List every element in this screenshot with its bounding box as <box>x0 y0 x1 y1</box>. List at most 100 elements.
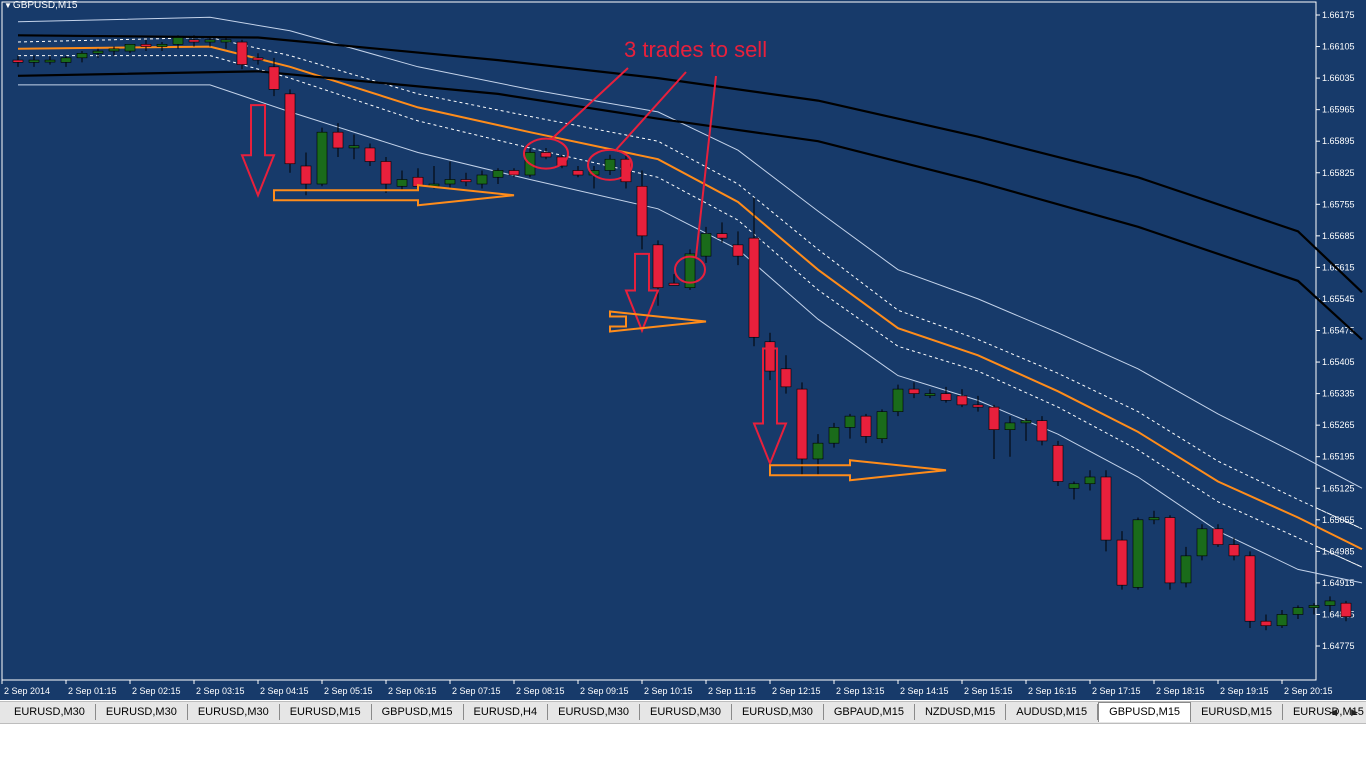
bear-candle <box>636 185 648 237</box>
bull-candle <box>700 233 712 257</box>
inner-lower-band-line <box>18 55 1363 568</box>
y-tick-label: 1.65965 <box>1322 105 1355 115</box>
bear-candle <box>1212 528 1224 545</box>
tab-eurusd-m30[interactable]: EURUSD,M30 <box>4 704 96 720</box>
y-tick-label: 1.65615 <box>1322 262 1355 272</box>
y-tick-label: 1.65755 <box>1322 199 1355 209</box>
bull-candle <box>60 57 72 63</box>
bull-candle <box>44 59 56 63</box>
bull-candle <box>124 43 136 52</box>
bear-candle <box>1164 517 1176 584</box>
tab-scroll-controls: ◀ ▶ <box>1330 704 1358 720</box>
bull-candle <box>1148 517 1160 521</box>
x-tick-label: 2 Sep 15:15 <box>964 686 1013 696</box>
bear-candle <box>780 368 792 388</box>
trade-marker-circle <box>674 255 706 284</box>
bull-candle <box>812 442 824 460</box>
bear-candle <box>556 156 568 167</box>
tab-gbpusd-m15[interactable]: GBPUSD,M15 <box>372 704 464 720</box>
bear-candle <box>940 393 952 401</box>
tab-eurusd-m30[interactable]: EURUSD,M30 <box>96 704 188 720</box>
bull-candle <box>876 411 888 439</box>
x-tick-label: 2 Sep 03:15 <box>196 686 245 696</box>
tab-eurusd-m30[interactable]: EURUSD,M30 <box>188 704 280 720</box>
trade-marker-circle <box>523 137 569 170</box>
tab-eurusd-m15[interactable]: EURUSD,M15 <box>280 704 372 720</box>
bear-candle <box>572 170 584 176</box>
bull-candle <box>1132 519 1144 588</box>
y-tick-label: 1.64775 <box>1322 641 1355 651</box>
plot-frame <box>1 1 1317 681</box>
flat-arrow <box>609 310 707 333</box>
annotation-pointer-line <box>615 71 687 151</box>
outer-lower-band-line <box>18 84 1363 584</box>
inner-upper-band-line <box>17 36 1363 530</box>
y-tick-label: 1.65825 <box>1322 168 1355 178</box>
bear-candle <box>12 59 24 63</box>
tab-eurusd-m15[interactable]: EURUSD,M15 <box>1191 704 1283 720</box>
bear-candle <box>748 237 760 338</box>
bear-candle <box>332 131 344 149</box>
bull-candle <box>1004 422 1016 430</box>
y-tick-label: 1.65195 <box>1322 452 1355 462</box>
tab-audusd-m15[interactable]: AUDUSD,M15 <box>1006 704 1099 720</box>
x-tick-label: 2 Sep 17:15 <box>1092 686 1141 696</box>
sell-arrow <box>624 252 660 334</box>
tab-gbpusd-m15[interactable]: GBPUSD,M15 <box>1098 702 1192 722</box>
bear-candle <box>508 170 520 176</box>
tab-gbpaud-m15[interactable]: GBPAUD,M15 <box>824 704 915 720</box>
chart-symbol-label: GBPUSD,M15 <box>12 0 78 11</box>
bear-candle <box>652 244 664 288</box>
tab-eurusd-h4[interactable]: EURUSD,H4 <box>464 704 549 720</box>
annotation-pointer-line <box>551 67 629 140</box>
chart-window[interactable]: 1.66175 1.66105 1.66035 1.65965 1.65895 1.658… <box>0 0 1366 700</box>
bear-candle <box>1340 602 1352 618</box>
x-tick-label: 2 Sep 02:15 <box>132 686 181 696</box>
x-tick-label: 2 Sep 07:15 <box>452 686 501 696</box>
outer-upper-band-line <box>17 16 1363 489</box>
bear-candle <box>1116 539 1128 586</box>
empty-area <box>0 724 1366 768</box>
y-tick-label: 1.66035 <box>1322 73 1355 83</box>
bull-candle <box>76 53 88 59</box>
tab-eurusd-m15[interactable]: EURUSD,M15 <box>1283 704 1366 720</box>
bear-candle <box>668 282 680 286</box>
bear-candle <box>252 57 264 61</box>
price-chart[interactable]: 1.66175 1.66105 1.66035 1.65965 1.65895 1.658… <box>0 0 1366 700</box>
bull-candle <box>1308 605 1320 608</box>
tab-nzdusd-m15[interactable]: NZDUSD,M15 <box>915 704 1007 720</box>
bear-candle <box>1228 544 1240 557</box>
chart-tab-bar: EURUSD,M30 EURUSD,M30 EURUSD,M30 EURUSD,M15… <box>0 701 1366 724</box>
y-tick-label: 1.65545 <box>1322 294 1355 304</box>
y-tick-label: 1.66175 <box>1322 10 1355 20</box>
x-tick-label: 2 Sep 19:15 <box>1220 686 1269 696</box>
bull-candle <box>844 415 856 428</box>
bear-candle <box>1052 445 1064 482</box>
triangle-down-icon[interactable]: ▼ <box>4 1 12 10</box>
x-tick-label: 2 Sep 16:15 <box>1028 686 1077 696</box>
triangle-left-icon[interactable]: ◀ <box>1330 707 1338 717</box>
x-tick-label: 2 Sep 08:15 <box>516 686 565 696</box>
bear-candle <box>140 43 152 47</box>
bull-candle <box>172 37 184 45</box>
bull-candle <box>1196 528 1208 557</box>
tab-eurusd-m30[interactable]: EURUSD,M30 <box>732 704 824 720</box>
bear-candle <box>764 341 776 372</box>
bull-candle <box>492 170 504 178</box>
x-tick-label: 2 Sep 14:15 <box>900 686 949 696</box>
ema-line <box>17 45 1363 550</box>
x-tick-label: 2 Sep 12:15 <box>772 686 821 696</box>
y-tick-label: 1.65475 <box>1322 326 1355 336</box>
bear-candle <box>1100 476 1112 541</box>
bull-candle <box>892 388 904 412</box>
y-tick-label: 1.65405 <box>1322 357 1355 367</box>
tab-eurusd-m30[interactable]: EURUSD,M30 <box>640 704 732 720</box>
long-ma-lower-line <box>17 70 1363 341</box>
bull-candle <box>476 174 488 185</box>
triangle-right-icon[interactable]: ▶ <box>1351 707 1358 717</box>
bear-candle <box>972 404 984 408</box>
bear-candle <box>284 93 296 165</box>
bear-candle <box>380 161 392 185</box>
tab-eurusd-m30[interactable]: EURUSD,M30 <box>548 704 641 720</box>
bear-candle <box>364 147 376 162</box>
